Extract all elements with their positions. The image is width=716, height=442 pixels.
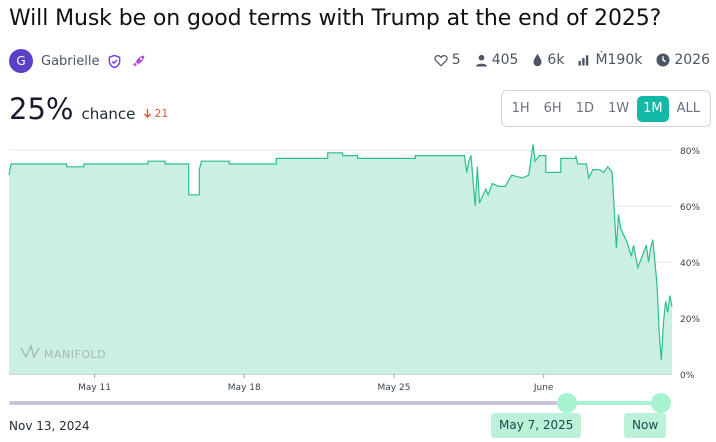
slider-track[interactable] <box>9 401 661 405</box>
y-tick-label: 40% <box>680 259 700 269</box>
date-range-slider[interactable] <box>9 393 671 413</box>
x-tick-label: May 18 <box>228 383 261 393</box>
traders-count: 405 <box>491 52 519 68</box>
tab-1m[interactable]: 1M <box>637 95 669 122</box>
probability-chart[interactable]: 0% 20% 40% 60% 80% May 11 May 18 May 25 June MANI… <box>0 140 716 395</box>
tab-1w[interactable]: 1W <box>607 100 630 116</box>
rocket-badge-icon <box>130 53 147 70</box>
probability-change: 21 <box>143 107 168 120</box>
probability-line <box>8 144 673 361</box>
arrow-down-icon <box>144 109 152 119</box>
market-title: Will Musk be on good terms with Trump at… <box>9 6 662 31</box>
y-tick-label: 80% <box>680 147 700 157</box>
probability-display: 25% chance 21 <box>9 92 168 126</box>
time-range-tabs: 1H 6H 1D 1W 1M ALL <box>500 90 711 127</box>
market-stats: 5 405 6k Ṁ190k 2026 <box>434 52 710 68</box>
watermark-text: MANIFOLD <box>44 348 106 361</box>
x-tick-label: June <box>533 383 554 393</box>
y-tick-label: 0% <box>680 371 695 381</box>
likes-stat[interactable]: 5 <box>434 52 461 68</box>
range-end-handle[interactable] <box>651 393 671 413</box>
likes-count: 5 <box>451 52 461 68</box>
tab-1d[interactable]: 1D <box>575 100 594 116</box>
volume-stat: Ṁ190k <box>578 52 642 68</box>
probability-label: chance <box>81 105 136 123</box>
volume-amount: Ṁ190k <box>595 52 643 68</box>
tab-6h[interactable]: 6H <box>543 100 562 116</box>
liquidity-stat: 6k <box>532 52 564 68</box>
x-tick-label: May 25 <box>378 383 411 393</box>
liquidity-amount: 6k <box>547 52 565 68</box>
tab-1h[interactable]: 1H <box>511 100 530 116</box>
droplet-icon <box>533 53 542 67</box>
author-name[interactable]: Gabrielle <box>41 53 100 69</box>
probability-value: 25% <box>9 92 74 126</box>
tab-all[interactable]: ALL <box>676 100 700 116</box>
traders-stat: 405 <box>475 52 519 68</box>
verified-shield-icon <box>107 54 122 69</box>
manifold-logo-icon <box>20 343 40 359</box>
selected-end-date[interactable]: Now <box>624 413 667 438</box>
bar-chart-icon <box>578 55 589 66</box>
x-tick-label: May 11 <box>78 383 111 393</box>
author-info[interactable]: G Gabrielle <box>9 49 147 73</box>
range-start-date: Nov 13, 2024 <box>9 419 90 433</box>
range-start-handle[interactable] <box>557 393 577 413</box>
probability-area <box>9 144 672 374</box>
clock-icon <box>656 53 670 67</box>
avatar[interactable]: G <box>9 49 33 73</box>
y-tick-label: 60% <box>680 203 700 213</box>
heart-icon <box>434 54 448 67</box>
close-date-stat: 2026 <box>656 52 710 68</box>
slider-selection <box>567 401 661 405</box>
probability-change-value: 21 <box>154 107 169 120</box>
close-year: 2026 <box>674 52 710 68</box>
y-tick-label: 20% <box>680 315 700 325</box>
selected-start-date[interactable]: May 7, 2025 <box>491 413 582 438</box>
user-icon <box>475 54 487 67</box>
